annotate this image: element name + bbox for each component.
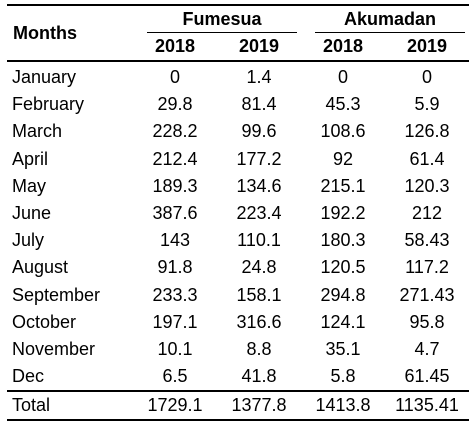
value-cell: 143 <box>159 230 191 251</box>
year-header: 2018 <box>133 33 217 62</box>
value-cell: 197.1 <box>152 311 198 332</box>
total-row: Total 1729.1 1377.8 1413.8 1135.41 <box>7 390 469 421</box>
month-cell: March <box>12 121 63 142</box>
value-cell: 1135.41 <box>385 390 469 421</box>
value-cell: 4.7 <box>414 338 440 359</box>
value-cell: 58.43 <box>404 230 450 251</box>
table-row: March 228.2 99.6 108.6 126.8 <box>7 118 469 145</box>
month-cell: Dec <box>12 366 45 387</box>
value-cell: 61.45 <box>404 366 450 387</box>
value-cell: 223.4 <box>236 203 282 224</box>
value-cell: 134.6 <box>236 175 282 196</box>
value-cell: 10.1 <box>157 338 193 359</box>
group-header-label: Akumadan <box>315 6 465 33</box>
value-cell: 180.3 <box>320 230 366 251</box>
value-cell: 108.6 <box>320 121 366 142</box>
month-cell: February <box>12 94 85 115</box>
monthly-data-table: Months Fumesua Akumadan 2018 2019 2018 2… <box>7 4 469 421</box>
table-row: September 233.3 158.1 294.8 271.43 <box>7 282 469 309</box>
value-cell: 192.2 <box>320 203 366 224</box>
table-row: November 10.1 8.8 35.1 4.7 <box>7 336 469 363</box>
table-row: February 29.8 81.4 45.3 5.9 <box>7 91 469 118</box>
value-cell: 0 <box>421 67 432 88</box>
table-row: October 197.1 316.6 124.1 95.8 <box>7 309 469 336</box>
value-cell: 81.4 <box>241 94 277 115</box>
month-cell: September <box>12 284 101 305</box>
year-header: 2019 <box>217 33 301 62</box>
value-cell: 228.2 <box>152 121 198 142</box>
value-cell: 6.5 <box>162 366 188 387</box>
value-cell: 387.6 <box>152 203 198 224</box>
year-header: 2019 <box>385 33 469 62</box>
table-row: May 189.3 134.6 215.1 120.3 <box>7 173 469 200</box>
value-cell: 212.4 <box>152 148 198 169</box>
month-cell: April <box>12 148 49 169</box>
months-column-header: Months <box>7 4 133 62</box>
value-cell: 0 <box>169 67 180 88</box>
value-cell: 1413.8 <box>301 390 385 421</box>
value-cell: 124.1 <box>320 311 366 332</box>
group-header-label: Fumesua <box>147 6 297 33</box>
table-row: August 91.8 24.8 120.5 117.2 <box>7 254 469 281</box>
table-row: July 143 110.1 180.3 58.43 <box>7 227 469 254</box>
value-cell: 120.5 <box>320 257 366 278</box>
value-cell: 158.1 <box>236 284 282 305</box>
value-cell: 1729.1 <box>133 390 217 421</box>
table-row: April 212.4 177.2 92 61.4 <box>7 146 469 173</box>
value-cell: 29.8 <box>157 94 193 115</box>
value-cell: 215.1 <box>320 175 366 196</box>
group-header-fumesua: Fumesua <box>133 4 301 33</box>
header-year-row: 2018 2019 2018 2019 <box>7 33 469 62</box>
value-cell: 294.8 <box>320 284 366 305</box>
table-row: June 387.6 223.4 192.2 212 <box>7 200 469 227</box>
value-cell: 271.43 <box>399 284 455 305</box>
value-cell: 120.3 <box>404 175 450 196</box>
value-cell: 117.2 <box>405 257 449 278</box>
month-cell: July <box>12 230 45 251</box>
value-cell: 8.8 <box>246 338 272 359</box>
value-cell: 5.8 <box>330 366 356 387</box>
value-cell: 212 <box>411 203 443 224</box>
month-cell: January <box>12 67 77 88</box>
value-cell: 91.8 <box>157 257 193 278</box>
month-cell: October <box>12 311 77 332</box>
value-cell: 189.3 <box>152 175 198 196</box>
table-body: January 0 1.4 0 0 February 29.8 81.4 45.3 5.9 Marc… <box>7 61 469 421</box>
value-cell: 99.6 <box>241 121 277 142</box>
value-cell: 24.8 <box>241 257 277 278</box>
month-cell: August <box>12 257 69 278</box>
month-cell: May <box>12 175 47 196</box>
value-cell: 95.8 <box>409 311 445 332</box>
value-cell: 1.4 <box>246 67 272 88</box>
value-cell: 177.2 <box>236 148 282 169</box>
group-header-akumadan: Akumadan <box>301 4 469 33</box>
table-row: Dec 6.5 41.8 5.8 61.45 <box>7 363 469 391</box>
value-cell: 92 <box>332 148 354 169</box>
value-cell: 233.3 <box>152 284 198 305</box>
table-row: January 0 1.4 0 0 <box>7 61 469 91</box>
value-cell: 5.9 <box>414 94 440 115</box>
value-cell: 41.8 <box>241 366 277 387</box>
value-cell: 45.3 <box>325 94 361 115</box>
value-cell: 316.6 <box>236 311 282 332</box>
value-cell: 110.1 <box>237 230 281 251</box>
month-cell: November <box>12 338 96 359</box>
value-cell: 61.4 <box>409 148 445 169</box>
month-cell: Total <box>7 390 133 421</box>
year-header: 2018 <box>301 33 385 62</box>
value-cell: 126.8 <box>404 121 450 142</box>
table-header: Months Fumesua Akumadan 2018 2019 2018 2… <box>7 4 469 62</box>
header-group-row: Months Fumesua Akumadan <box>7 4 469 62</box>
value-cell: 0 <box>337 67 348 88</box>
value-cell: 1377.8 <box>217 390 301 421</box>
month-cell: June <box>12 203 52 224</box>
value-cell: 35.1 <box>325 338 361 359</box>
